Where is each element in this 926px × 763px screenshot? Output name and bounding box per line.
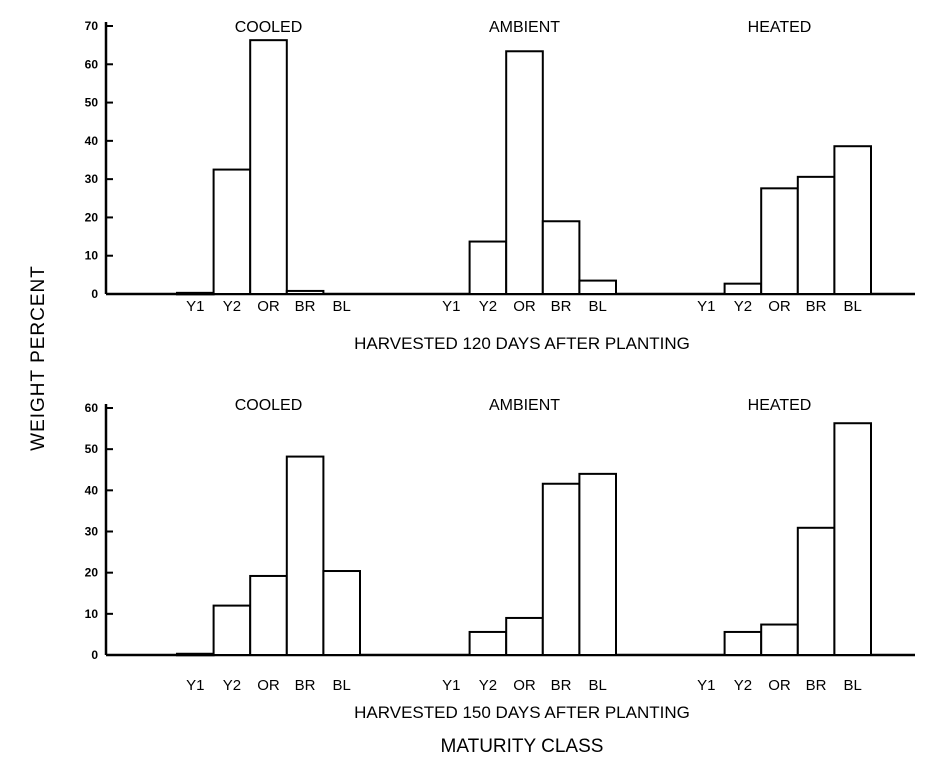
group-title-120-ambient: AMBIENT [489,19,560,36]
y-tick-label-120-60: 60 [85,57,99,71]
x-axis-label: MATURITY CLASS [441,736,604,757]
y-tick-label-120-20: 20 [85,210,99,224]
category-label-120-heated-br: BR [806,298,827,315]
bar-120-heated-br [796,175,836,296]
y-tick-label-150-0: 0 [91,648,98,662]
bar-120-heated-or [760,187,799,295]
group-title-150-cooled: COOLED [235,397,303,414]
y-tick-label-150-60: 60 [85,401,99,415]
category-label-150-ambient-br: BR [551,677,572,694]
category-label-120-cooled-y1: Y1 [186,298,204,315]
bar-120-cooled-or [249,39,288,296]
category-label-150-ambient-bl: BL [589,677,607,694]
bar-120-ambient-y2 [468,240,508,295]
category-label-120-heated-or: OR [768,298,791,315]
bar-120-ambient-or [505,50,544,295]
category-label-120-ambient-y2: Y2 [479,298,497,315]
y-tick-label-150-10: 10 [85,607,99,621]
y-tick-label-120-70: 70 [85,19,99,33]
y-tick-label-120-10: 10 [85,249,99,263]
category-label-120-ambient-y1: Y1 [442,298,460,315]
y-tick-label-150-20: 20 [85,566,99,580]
bar-150-ambient-bl [578,472,618,656]
category-label-150-cooled-y1: Y1 [186,677,204,694]
y-tick-label-120-40: 40 [85,134,99,148]
category-label-150-cooled-or: OR [257,677,280,694]
category-label-150-heated-br: BR [806,677,827,694]
category-label-120-ambient-or: OR [513,298,536,315]
category-label-120-cooled-br: BR [295,298,316,315]
bar-120-heated-bl [833,145,873,295]
category-label-120-cooled-or: OR [257,298,280,315]
bar-120-ambient-br [541,220,581,295]
panel-150-days: HARVESTED 150 DAYS AFTER PLANTING 0 10 20 3… [85,397,915,722]
category-label-120-cooled-bl: BL [333,298,351,315]
y-axis-label: WEIGHT PERCENT [28,265,49,451]
y-tick-label-150-50: 50 [85,442,99,456]
bar-150-heated-br [796,526,836,656]
category-label-120-ambient-bl: BL [589,298,607,315]
bar-120-cooled-y1 [176,291,215,296]
bar-120-ambient-bl [578,279,618,296]
bar-150-cooled-y1 [176,652,215,657]
bar-150-heated-bl [833,422,873,656]
bar-120-heated-y2 [723,282,763,296]
bar-150-cooled-or [249,574,288,657]
bar-150-cooled-br [285,455,325,656]
category-label-150-cooled-bl: BL [333,677,351,694]
bar-120-cooled-br [285,289,325,295]
category-label-120-heated-y1: Y1 [697,298,715,315]
category-label-150-cooled-y2: Y2 [223,677,241,694]
bar-150-ambient-or [505,616,544,657]
group-title-120-heated: HEATED [748,19,812,36]
category-label-150-ambient-y1: Y1 [442,677,460,694]
bar-150-cooled-bl [322,570,361,657]
bar-150-heated-y2 [723,630,763,656]
group-title-150-ambient: AMBIENT [489,397,560,414]
category-label-120-heated-bl: BL [844,298,862,315]
category-label-120-ambient-br: BR [551,298,572,315]
bar-150-ambient-y2 [468,630,508,656]
y-tick-label-150-40: 40 [85,483,99,497]
y-tick-label-150-30: 30 [85,525,99,539]
category-label-150-cooled-br: BR [295,677,316,694]
group-title-150-heated: HEATED [748,397,812,414]
panel-caption-150-days: HARVESTED 150 DAYS AFTER PLANTING [354,703,690,722]
category-label-150-ambient-y2: Y2 [479,677,497,694]
category-label-150-heated-or: OR [768,677,791,694]
panel-120-days: HARVESTED 120 DAYS AFTER PLANTING 0 10 20 3… [85,19,915,353]
group-title-120-cooled: COOLED [235,19,303,36]
category-label-120-cooled-y2: Y2 [223,298,241,315]
bar-150-ambient-br [541,482,581,656]
category-label-150-ambient-or: OR [513,677,536,694]
y-tick-label-120-50: 50 [85,96,99,110]
category-label-150-heated-y2: Y2 [734,677,752,694]
bar-150-heated-or [760,623,799,657]
category-label-120-heated-y2: Y2 [734,298,752,315]
bar-120-cooled-y2 [212,168,252,295]
y-tick-label-120-0: 0 [91,287,98,301]
category-label-150-heated-bl: BL [844,677,862,694]
panel-caption-120-days: HARVESTED 120 DAYS AFTER PLANTING [354,334,690,353]
category-label-150-heated-y1: Y1 [697,677,715,694]
y-tick-label-120-30: 30 [85,172,99,186]
bar-150-cooled-y2 [212,604,252,656]
